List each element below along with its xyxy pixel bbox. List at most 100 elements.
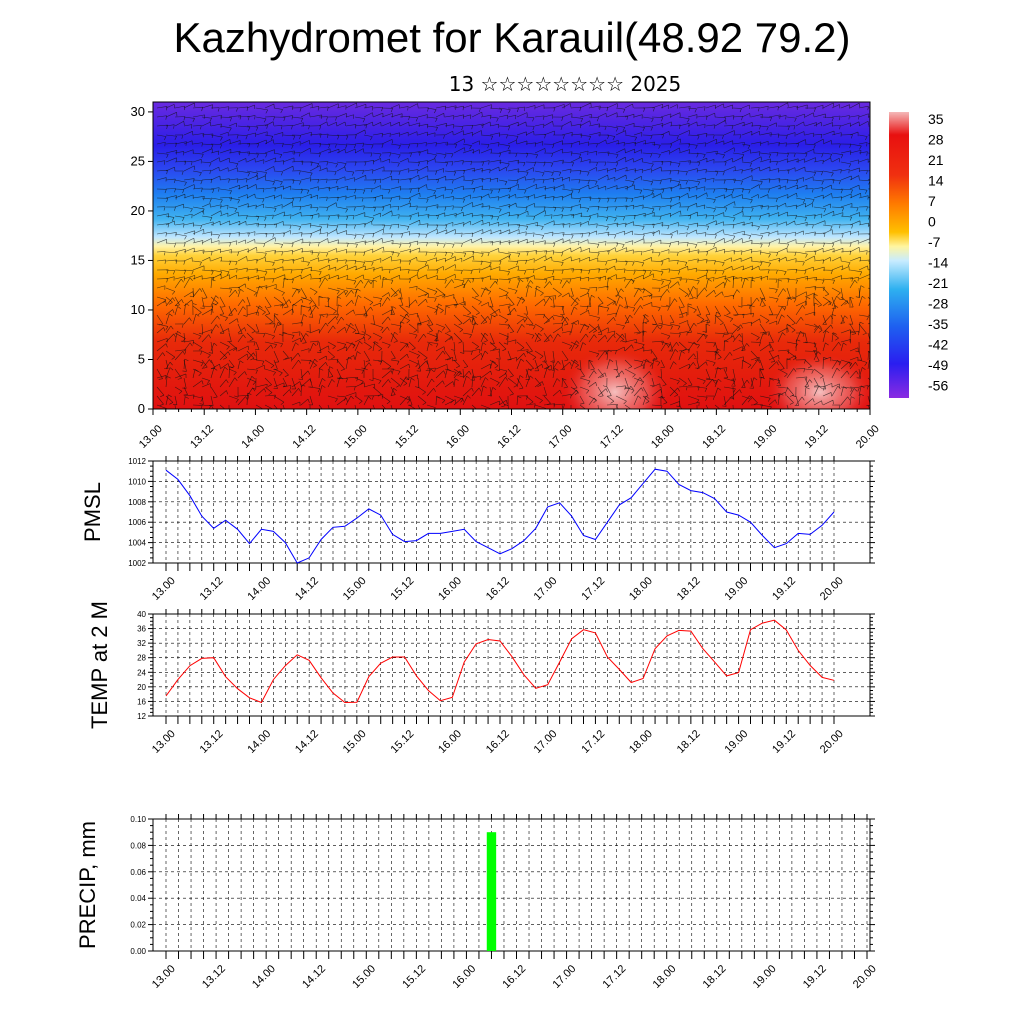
wind-barb (687, 286, 694, 298)
wind-barb (741, 276, 754, 280)
wind-barb-flag (569, 223, 571, 228)
wind-barb-flag (426, 160, 429, 165)
wind-barb (471, 219, 483, 226)
wind-barb-flag (733, 335, 735, 340)
wind-barb (849, 280, 855, 289)
wind-barb-flag (573, 387, 578, 389)
wind-barb-flag (741, 277, 743, 282)
wind-barb (813, 377, 819, 386)
wind-barb-flag (309, 241, 311, 246)
wind-barb (183, 332, 186, 343)
wind-barb (741, 265, 753, 271)
wind-barb (849, 231, 859, 235)
wind-barb (444, 332, 453, 338)
wind-barb-flag (815, 360, 820, 362)
wind-barb-flag (359, 341, 363, 345)
wind-barb (777, 242, 789, 245)
wind-barb-flag (570, 103, 572, 108)
wind-barb (498, 323, 510, 326)
wind-barb-flag (165, 115, 167, 120)
wind-barb-flag (211, 133, 214, 138)
wind-barb (633, 377, 644, 383)
wind-barb-flag (537, 384, 542, 387)
wind-barb-flag (812, 224, 814, 229)
wind-barb (291, 298, 302, 307)
wind-barb (759, 314, 770, 321)
wind-barb (534, 377, 542, 386)
wind-barb-flag (528, 368, 532, 372)
wind-barb-flag (378, 348, 383, 352)
wind-barb (480, 370, 491, 379)
wind-barb-flag (676, 342, 680, 346)
wind-barb (687, 323, 692, 333)
wind-barb (624, 230, 633, 235)
wind-barb-flag (605, 217, 609, 222)
wind-barb-flag (814, 385, 819, 387)
wind-barb-flag (213, 396, 218, 399)
wind-barb (444, 251, 454, 254)
wind-barb (390, 161, 400, 164)
wind-barb-flag (758, 151, 761, 156)
wind-barb (597, 260, 608, 262)
wind-barb (570, 212, 582, 217)
wind-barb (336, 264, 348, 271)
wind-barb (273, 160, 285, 163)
wind-barb (840, 359, 852, 364)
wind-barb (255, 285, 260, 298)
wind-barb (579, 276, 589, 280)
wind-barb (480, 314, 488, 323)
wind-barb (849, 149, 862, 154)
wind-barb (732, 377, 736, 387)
wind-barb-flag (257, 143, 259, 148)
wind-barb-flag (290, 214, 292, 219)
wind-barb-flag (747, 364, 752, 369)
wind-barb (669, 314, 675, 323)
wind-barb-flag (444, 279, 447, 284)
wind-barb-flag (714, 270, 717, 275)
wind-barb (291, 359, 299, 370)
wind-barb (156, 323, 168, 327)
wind-barb-flag (653, 141, 656, 147)
wind-barb-flag (768, 154, 772, 158)
wind-barb (381, 292, 389, 298)
wind-barb-flag (184, 358, 189, 362)
wind-barb (696, 319, 708, 325)
wind-barb-flag (277, 322, 282, 326)
wind-barb-flag (209, 217, 213, 222)
wind-barb (489, 266, 500, 271)
wind-barb-flag (459, 329, 463, 333)
wind-barb-flag (172, 297, 176, 302)
wind-barb (435, 212, 445, 217)
wind-barb (615, 156, 626, 163)
wind-barb (291, 188, 303, 191)
wind-barb (858, 265, 868, 271)
wind-barb-flag (426, 274, 428, 279)
wind-barb (507, 339, 517, 343)
wind-barb-flag (387, 366, 392, 370)
wind-barb-flag (308, 360, 311, 365)
wind-barb (813, 179, 824, 182)
wind-barb (435, 287, 446, 296)
wind-barb (534, 323, 544, 330)
wind-barb-flag (308, 125, 310, 130)
wind-barb (399, 248, 411, 253)
wind-barb (669, 104, 678, 109)
wind-barb (597, 197, 610, 199)
wind-barb-flag (542, 115, 545, 120)
wind-barb-flag (334, 171, 337, 176)
wind-barb (183, 257, 193, 262)
wind-barb (552, 251, 563, 253)
wind-barb (282, 165, 294, 172)
wind-barb (345, 233, 357, 236)
wind-barb-flag (561, 208, 564, 212)
wind-barb-flag (580, 375, 585, 378)
wind-barb-flag (192, 291, 194, 296)
wind-barb (651, 340, 664, 343)
wind-barb (759, 275, 768, 280)
wind-barb-flag (487, 144, 490, 149)
wind-barb (372, 332, 383, 338)
wind-barb (237, 283, 246, 289)
wind-barb-flag (693, 362, 696, 366)
wind-barb (327, 274, 339, 280)
wind-barb-flag (365, 313, 368, 318)
